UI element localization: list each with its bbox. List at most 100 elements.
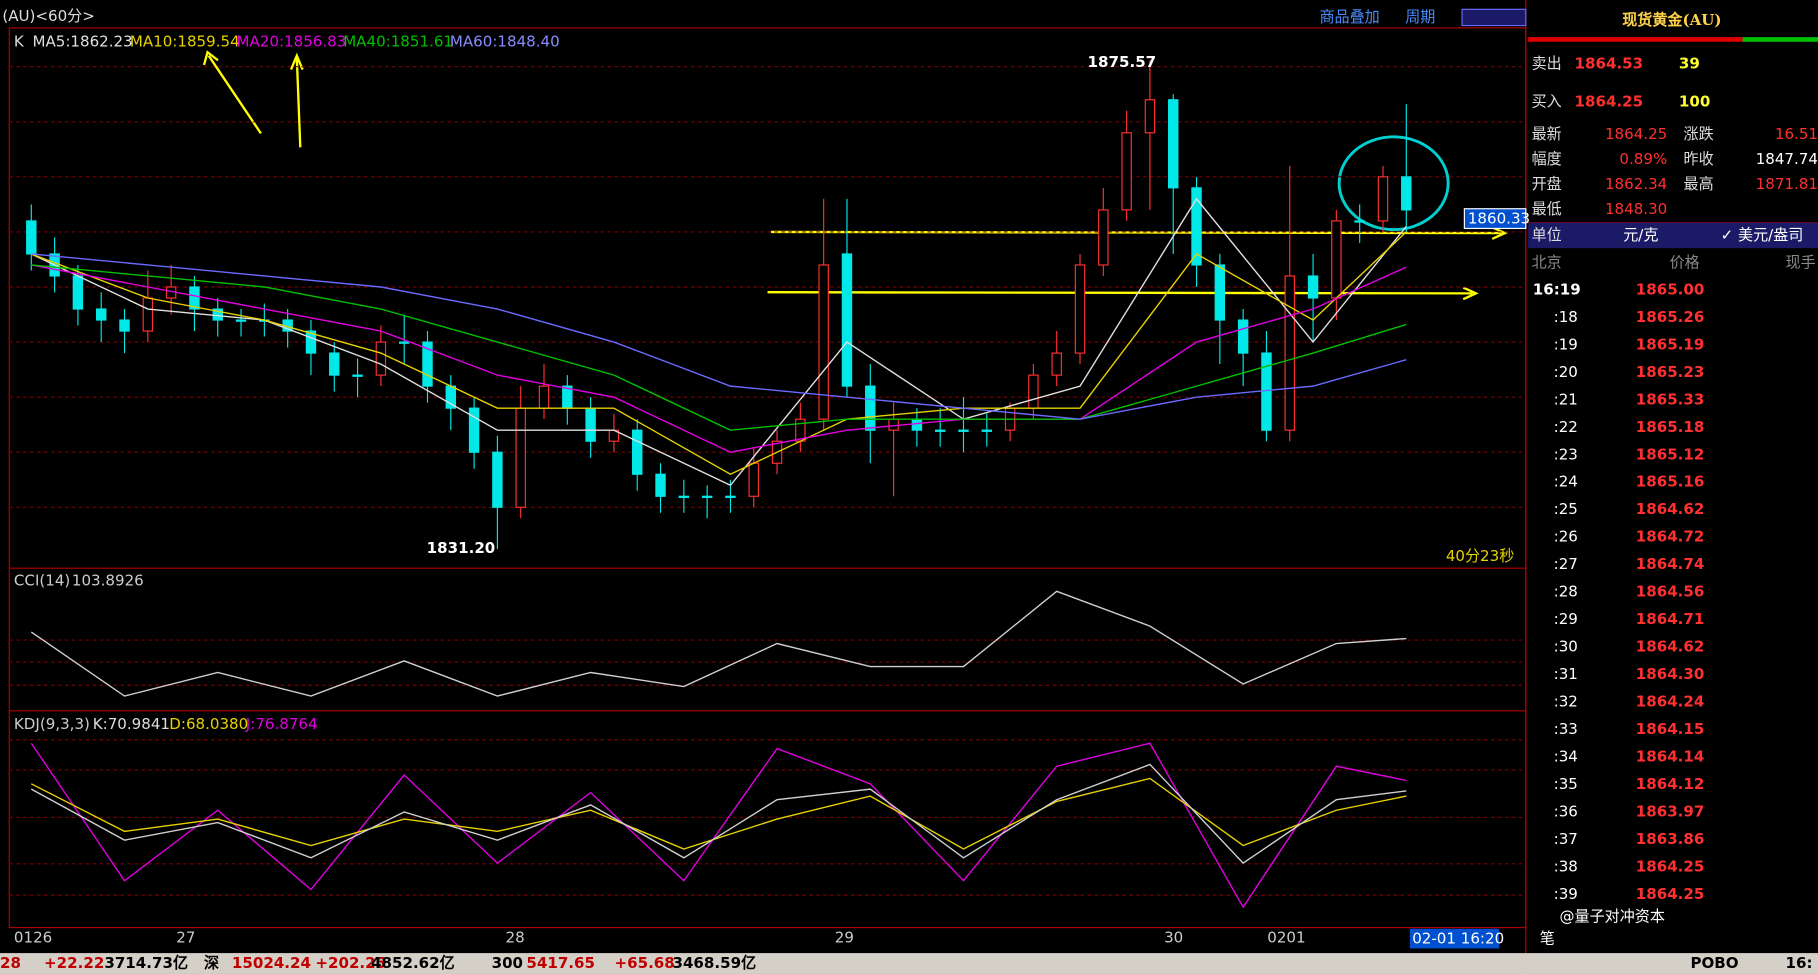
label: 1864.30 bbox=[1636, 665, 1705, 683]
label: 1864.12 bbox=[1636, 775, 1705, 793]
candle-body bbox=[701, 495, 713, 499]
label[interactable]: 周期 bbox=[1405, 8, 1435, 26]
label: 1865.16 bbox=[1636, 473, 1705, 491]
label: J:76.8764 bbox=[245, 715, 318, 733]
label: 16: bbox=[1786, 954, 1813, 972]
label: :19 bbox=[1554, 335, 1578, 353]
candle-body bbox=[725, 495, 736, 499]
label: 0.89% bbox=[1619, 150, 1667, 168]
label: 16.51 bbox=[1775, 125, 1818, 143]
label: :33 bbox=[1554, 720, 1578, 738]
label: 1864.72 bbox=[1636, 528, 1705, 546]
pointer-arrow bbox=[207, 55, 262, 135]
candle-body bbox=[1401, 176, 1412, 211]
candle-body bbox=[1121, 132, 1132, 211]
label: 1864.53 bbox=[1575, 54, 1644, 72]
candle-body bbox=[235, 319, 247, 322]
label: 1847.74 bbox=[1756, 150, 1818, 168]
arrow-head bbox=[1491, 226, 1508, 240]
label[interactable]: 商品叠加 bbox=[1319, 8, 1379, 26]
candle-body bbox=[865, 385, 876, 431]
nav-buttons[interactable] bbox=[1461, 8, 1527, 27]
status-bar bbox=[0, 953, 1818, 974]
candle-body bbox=[1377, 176, 1389, 222]
candle-body bbox=[1051, 352, 1062, 376]
label: 最低 bbox=[1532, 200, 1562, 218]
candle-body bbox=[142, 297, 154, 332]
highlight-circle bbox=[1337, 135, 1450, 232]
label: 1865.18 bbox=[1636, 418, 1705, 436]
label: @量子对冲资本 bbox=[1559, 908, 1664, 926]
label: 02-01 16:20 bbox=[1412, 930, 1504, 948]
label: 28 bbox=[506, 929, 525, 947]
candle-body bbox=[585, 407, 596, 442]
candle-body bbox=[1074, 264, 1086, 354]
label: 北京 bbox=[1532, 254, 1562, 272]
label: 涨跌 bbox=[1684, 125, 1714, 143]
label: K:70.9841 bbox=[93, 715, 170, 733]
label: 买入 bbox=[1532, 93, 1562, 111]
label: 103.8926 bbox=[72, 571, 144, 589]
last-price-box bbox=[1463, 208, 1527, 230]
label: POBO bbox=[1690, 954, 1738, 972]
label: MA10:1859.54 bbox=[130, 32, 240, 50]
label: 1864.74 bbox=[1636, 555, 1705, 573]
candle-body bbox=[1261, 352, 1272, 431]
label: 1863.86 bbox=[1636, 830, 1705, 848]
label: 单位 bbox=[1532, 226, 1562, 244]
candle-body bbox=[1098, 209, 1109, 266]
candle-body bbox=[468, 407, 480, 453]
label: 1864.62 bbox=[1636, 500, 1705, 518]
candle-body bbox=[26, 220, 37, 255]
label: 开盘 bbox=[1532, 175, 1562, 193]
label: +22.22 bbox=[44, 954, 104, 972]
cursor-time-box bbox=[1409, 928, 1500, 949]
label: 1864.24 bbox=[1636, 693, 1705, 711]
candle-body bbox=[305, 330, 317, 354]
candle-body bbox=[538, 385, 550, 409]
candle-body bbox=[1028, 374, 1039, 409]
label: 幅度 bbox=[1532, 150, 1562, 168]
candle-body bbox=[958, 429, 969, 432]
candle-body bbox=[492, 451, 503, 508]
label: MA20:1856.83 bbox=[237, 32, 347, 50]
label: :25 bbox=[1554, 500, 1578, 518]
label: 昨收 bbox=[1684, 150, 1714, 168]
label: 现货黄金(AU) bbox=[1622, 11, 1721, 29]
label: 4852.62亿 bbox=[371, 954, 455, 972]
label: 27 bbox=[176, 929, 195, 947]
label: +202.25 bbox=[315, 954, 386, 972]
label: 1865.33 bbox=[1636, 390, 1705, 408]
label: :34 bbox=[1554, 748, 1578, 766]
candle-body bbox=[678, 495, 690, 499]
label: 1865.00 bbox=[1636, 280, 1705, 298]
label: 300 bbox=[492, 954, 523, 972]
label: 1865.26 bbox=[1636, 308, 1705, 326]
label: :23 bbox=[1554, 445, 1578, 463]
candle-body bbox=[1168, 99, 1179, 189]
label: :36 bbox=[1554, 802, 1578, 820]
ratio-bar-green bbox=[1742, 37, 1818, 42]
label: 28 bbox=[0, 954, 21, 972]
label: 1864.14 bbox=[1636, 748, 1705, 766]
label: D:68.0380 bbox=[169, 715, 248, 733]
ma-line bbox=[31, 253, 1407, 420]
label: :32 bbox=[1554, 693, 1578, 711]
label: 最新 bbox=[1532, 125, 1562, 143]
candle-body bbox=[748, 462, 759, 497]
arrow-head bbox=[1462, 286, 1479, 301]
candle-body bbox=[818, 264, 829, 420]
cci-line bbox=[30, 590, 1407, 697]
label: :38 bbox=[1554, 857, 1578, 875]
candle-body bbox=[1354, 220, 1365, 223]
label: :31 bbox=[1554, 665, 1578, 683]
label: 1865.23 bbox=[1636, 363, 1705, 381]
candle-body bbox=[189, 286, 200, 310]
label: 30 bbox=[1164, 929, 1183, 947]
candle-body bbox=[934, 429, 946, 432]
label: ✓ 美元/盎司 bbox=[1721, 226, 1804, 244]
label: :30 bbox=[1554, 638, 1578, 656]
candle-body bbox=[1237, 319, 1249, 354]
label: (AU)<60分> bbox=[2, 7, 95, 25]
